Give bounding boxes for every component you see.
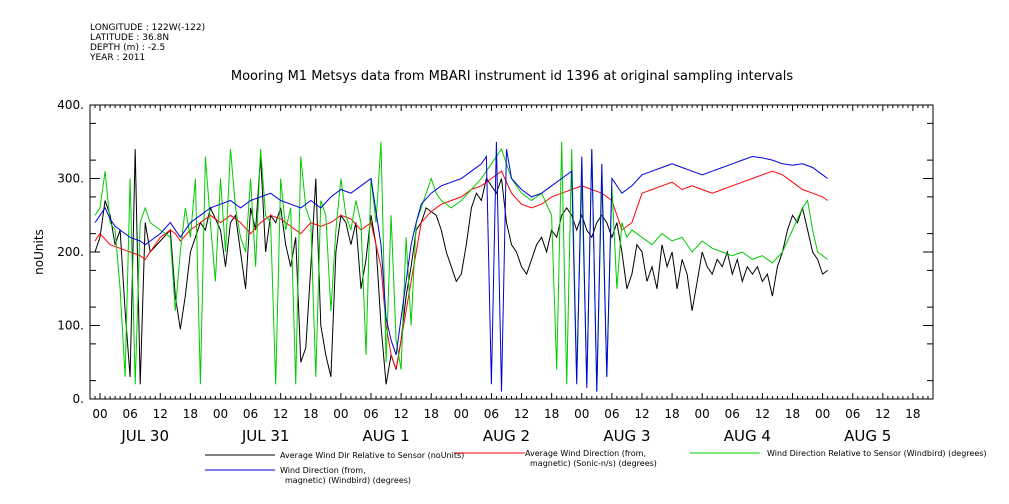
x-hour-label: 18 xyxy=(424,407,439,421)
x-hour-label: 00 xyxy=(454,407,469,421)
legend-label-3: Wind Direction Relative to Sensor (Windb… xyxy=(767,449,987,458)
y-axis: 0. 100. 200. 300. 400. xyxy=(57,98,933,406)
longitude-label: LONGITUDE : 122W(-122) xyxy=(90,23,205,33)
y-axis-label: noUnits xyxy=(32,229,46,275)
latitude-label: LATITUDE : 36.8N xyxy=(90,33,169,43)
x-axis: 00 06 12 18 00 06 12 18 00 06 12 18 00 06 12 18 00 06 12 18… xyxy=(89,105,934,445)
x-hour-label: 00 xyxy=(695,407,710,421)
x-day-label: AUG 5 xyxy=(844,427,891,445)
x-hour-label: 06 xyxy=(243,407,258,421)
x-hour-label: 12 xyxy=(273,407,288,421)
x-hour-label: 18 xyxy=(905,407,920,421)
series-line-3 xyxy=(94,141,828,392)
y-tick-label: 0. xyxy=(73,392,84,406)
legend: Average Wind Dir Relative to Sensor (noU… xyxy=(205,449,987,485)
x-hour-label: 18 xyxy=(785,407,800,421)
legend-label-2: Average Wind Direction (from, magnetic) (… xyxy=(525,449,657,468)
x-day-label: AUG 4 xyxy=(724,427,771,445)
x-hour-label: 00 xyxy=(815,407,830,421)
x-hour-label: 06 xyxy=(123,407,138,421)
x-hour-label: 18 xyxy=(183,407,198,421)
x-hour-label: 12 xyxy=(393,407,408,421)
y-tick-label: 300. xyxy=(57,172,84,186)
x-hour-label: 18 xyxy=(664,407,679,421)
x-hour-label: 06 xyxy=(363,407,378,421)
x-day-label: AUG 2 xyxy=(483,427,530,445)
x-hour-label: 00 xyxy=(333,407,348,421)
chart-title: Mooring M1 Metsys data from MBARI instru… xyxy=(231,69,793,84)
x-hour-label: 06 xyxy=(604,407,619,421)
x-hour-label: 00 xyxy=(213,407,228,421)
series-line-4 xyxy=(94,141,828,392)
y-tick-label: 400. xyxy=(57,98,84,112)
metadata-block: LONGITUDE : 122W(-122) LATITUDE : 36.8N … xyxy=(89,23,205,63)
x-hour-label: 12 xyxy=(755,407,770,421)
x-hour-label: 06 xyxy=(845,407,860,421)
x-hour-label: 06 xyxy=(725,407,740,421)
x-hour-label: 12 xyxy=(875,407,890,421)
depth-label: DEPTH (m) : -2.5 xyxy=(90,43,165,53)
x-hour-label: 06 xyxy=(484,407,499,421)
legend-label-4: Wind Direction (from, magnetic) (Windbird… xyxy=(280,466,411,485)
y-tick-label: 200. xyxy=(57,245,84,259)
x-day-label: JUL 30 xyxy=(120,427,169,445)
x-day-label: JUL 31 xyxy=(241,427,290,445)
x-day-label: AUG 3 xyxy=(603,427,650,445)
year-label: YEAR : 2011 xyxy=(89,53,145,63)
x-hour-label: 12 xyxy=(634,407,649,421)
x-hour-label: 18 xyxy=(303,407,318,421)
x-hour-label: 00 xyxy=(574,407,589,421)
legend-label-1: Average Wind Dir Relative to Sensor (noU… xyxy=(280,451,464,460)
x-hour-label: 18 xyxy=(544,407,559,421)
x-hour-label: 12 xyxy=(153,407,168,421)
x-day-label: AUG 1 xyxy=(362,427,409,445)
x-hour-label: 12 xyxy=(514,407,529,421)
plot-area xyxy=(94,141,828,392)
y-tick-label: 100. xyxy=(57,319,84,333)
x-hour-label: 00 xyxy=(92,407,107,421)
